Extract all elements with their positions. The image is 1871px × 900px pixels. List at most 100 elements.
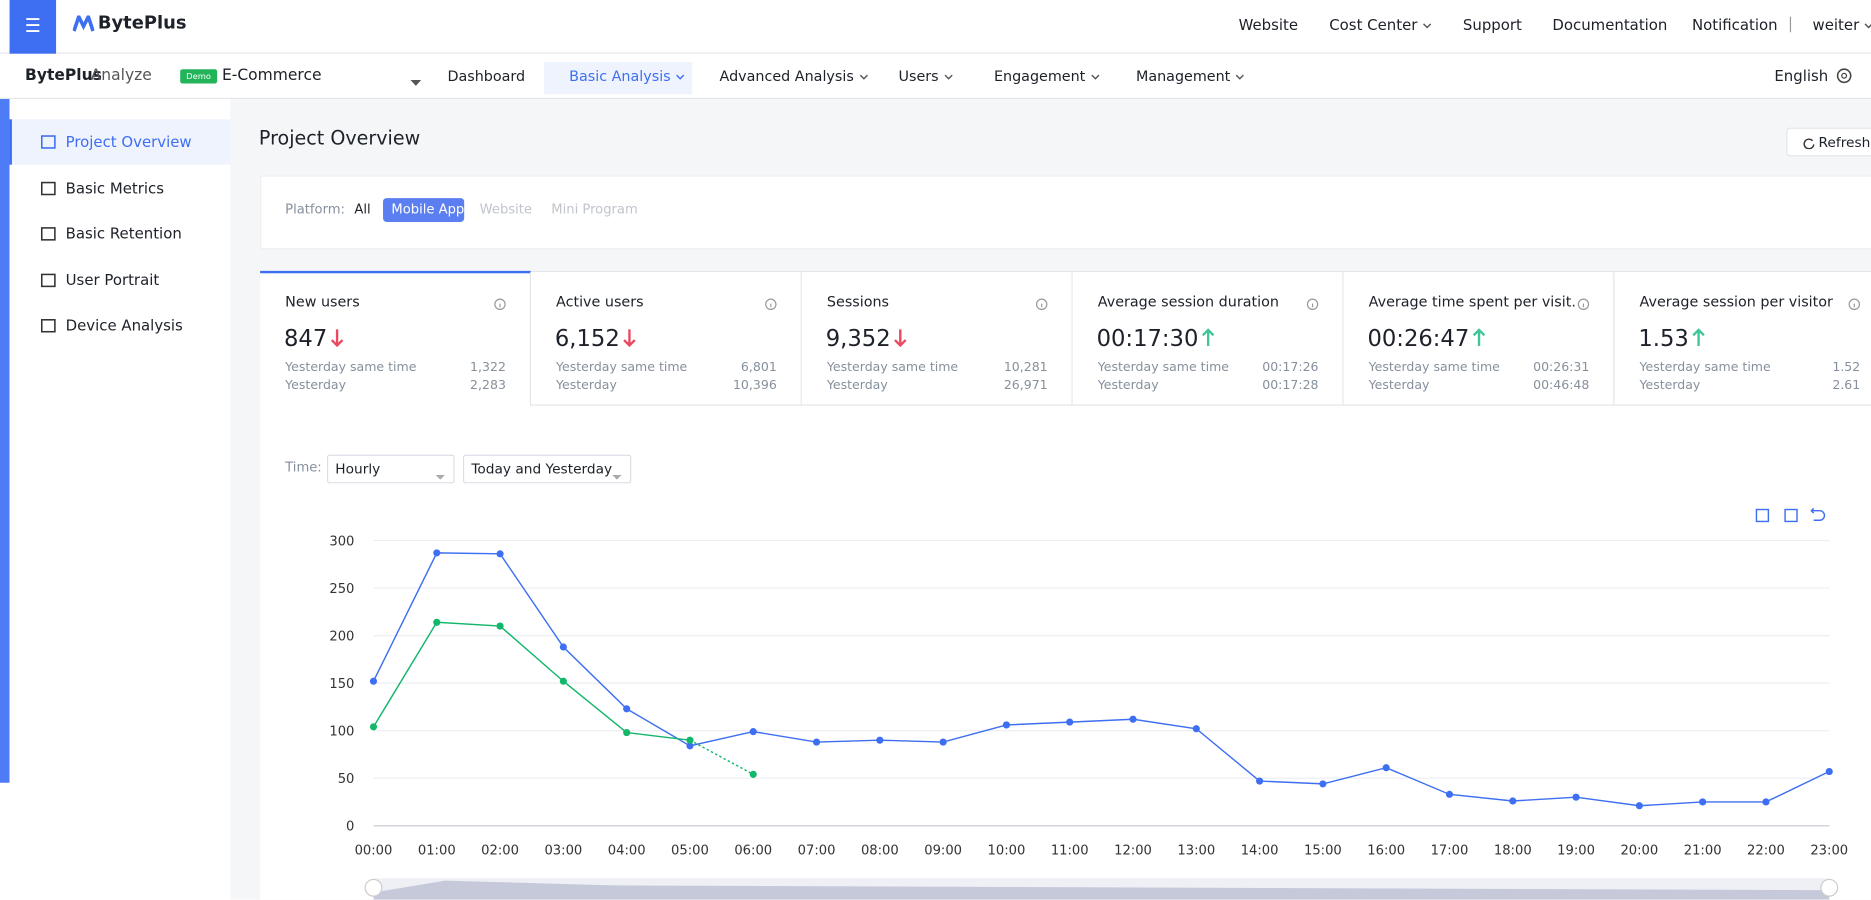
metric-row-label: Yesterday: [1097, 378, 1159, 393]
sidebar-icon: [40, 319, 57, 333]
data-point: [1572, 793, 1580, 801]
data-point: [812, 738, 821, 746]
sidebar-icon: [40, 273, 57, 288]
x-tick-label: 22:00: [1747, 843, 1785, 858]
chart-tool[interactable]: [1810, 507, 1826, 523]
x-tick-label: 21:00: [1684, 843, 1722, 858]
select[interactable]: Today and Yesterday: [462, 454, 632, 484]
menu-item[interactable]: Engagement: [994, 66, 1100, 87]
metric-value: 00:17:30: [1097, 325, 1216, 354]
header-nav-item[interactable]: Notification: [1692, 15, 1778, 34]
select-caret: [612, 467, 622, 480]
header-nav-item[interactable]: weiter: [1813, 14, 1871, 35]
data-point: [1699, 798, 1707, 806]
sidebar-item[interactable]: Device Analysis: [65, 316, 183, 335]
demo-badge: Demo: [180, 69, 217, 84]
select-value: Today and Yesterday: [471, 460, 613, 478]
metric-row-value: 1,322: [470, 360, 506, 375]
y-tick-label: 150: [329, 677, 354, 692]
sidebar-item[interactable]: User Portrait: [65, 270, 160, 289]
header-nav-item[interactable]: Documentation: [1552, 15, 1668, 34]
sub-bar: [0, 53, 1871, 100]
sidebar-item[interactable]: Basic Metrics: [65, 178, 165, 197]
filter-option[interactable]: All: [354, 201, 371, 218]
refresh-button[interactable]: Refresh: [1786, 127, 1871, 157]
sidebar-item[interactable]: Basic Retention: [65, 224, 182, 243]
menu-item[interactable]: Users: [899, 66, 953, 87]
chart-tool[interactable]: [1754, 507, 1770, 523]
data-point: [1256, 777, 1264, 785]
trend-arrow: [620, 326, 637, 352]
zoom-handle: [1820, 878, 1839, 897]
sidebar-item[interactable]: Project Overview: [65, 132, 192, 151]
metric-row-label: Yesterday same time: [826, 360, 959, 375]
filter-option[interactable]: Mini Program: [551, 201, 638, 218]
x-tick-label: 11:00: [1051, 843, 1089, 858]
header-nav-item[interactable]: Website: [1238, 15, 1299, 34]
header-nav-item[interactable]: Cost Center: [1329, 14, 1432, 35]
filter-panel: [260, 175, 1871, 250]
x-tick-label: 09:00: [924, 843, 962, 858]
menu-button[interactable]: [9, 0, 57, 54]
metric-row-value: 00:46:48: [1533, 378, 1590, 393]
caret: [1859, 16, 1871, 34]
info-icon: [765, 296, 777, 311]
left-strip: [0, 99, 10, 783]
active-menu-bg: [544, 62, 693, 95]
menu-item[interactable]: Dashboard: [447, 68, 526, 85]
x-tick-label: 00:00: [355, 843, 393, 858]
chart-tool[interactable]: [1783, 507, 1799, 523]
metric-value: 00:26:47: [1367, 325, 1486, 354]
x-tick-label: 03:00: [544, 843, 582, 858]
metric-card: [530, 270, 802, 406]
data-point: [369, 723, 378, 731]
select-value: Hourly: [335, 460, 381, 478]
data-point: [369, 677, 378, 685]
sidebar-icon: [40, 135, 57, 149]
data-point: [1382, 764, 1390, 772]
metric-card: [1614, 270, 1871, 406]
project-name[interactable]: E-Commerce: [221, 66, 322, 85]
data-point: [559, 677, 567, 685]
project-caret: [410, 73, 422, 86]
trend-arrow: [1198, 326, 1215, 352]
trend-arrow: [891, 326, 908, 352]
metric-row-value: 2,283: [470, 378, 506, 393]
data-point: [876, 736, 884, 744]
data-point: [496, 622, 504, 630]
metric-row-label: Yesterday: [1368, 378, 1430, 393]
filter-option[interactable]: Mobile App: [391, 201, 465, 218]
language[interactable]: English: [1774, 66, 1829, 85]
metric-value: 9,352: [826, 325, 908, 354]
data-point: [1445, 790, 1454, 798]
filter-option[interactable]: Website: [479, 201, 533, 218]
metric-value: 847: [284, 325, 344, 354]
info-icon: [1577, 296, 1590, 311]
menu-item[interactable]: Management: [1136, 66, 1245, 87]
metric-row-value: 2.61: [1832, 378, 1861, 393]
metric-title: Active users: [556, 293, 644, 311]
y-tick-label: 0: [346, 819, 354, 834]
metric-row-value: 00:17:26: [1262, 360, 1319, 375]
menu-item[interactable]: Advanced Analysis: [720, 66, 869, 87]
x-tick-label: 18:00: [1494, 843, 1532, 858]
settings-icon[interactable]: [1835, 67, 1853, 85]
data-point: [1635, 802, 1643, 810]
metric-card: [801, 270, 1073, 406]
x-tick-label: 13:00: [1177, 843, 1215, 858]
metric-row-value: 26,971: [1003, 378, 1048, 393]
top-bar: [0, 0, 1871, 54]
caret: [939, 68, 953, 85]
x-tick-label: 07:00: [798, 843, 836, 858]
x-tick-label: 04:00: [608, 843, 646, 858]
data-point: [749, 728, 757, 736]
metric-value: 6,152: [555, 325, 637, 354]
data-point: [623, 728, 631, 737]
menu-item[interactable]: Basic Analysis: [569, 66, 685, 87]
data-point: [1129, 715, 1137, 723]
data-point: [1319, 780, 1327, 788]
active-item-bg: [9, 119, 231, 165]
x-tick-label: 15:00: [1304, 843, 1342, 858]
select[interactable]: Hourly: [326, 454, 455, 484]
header-nav-item[interactable]: Support: [1462, 15, 1522, 34]
